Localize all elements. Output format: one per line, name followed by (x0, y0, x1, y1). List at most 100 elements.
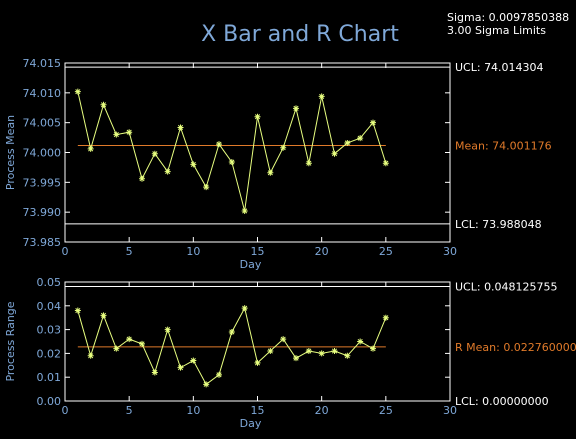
range-x-axis-label: Day (240, 417, 262, 430)
range-data-point-marker (190, 357, 197, 364)
range-x-tick-label: 30 (443, 404, 457, 417)
mean-data-point (344, 139, 351, 146)
mean-data-point (331, 150, 338, 157)
range-data-point (293, 355, 299, 362)
mean-data-point-marker (228, 159, 235, 166)
mean-y-tick-label: 74.010 (23, 87, 62, 100)
mean-data-point (382, 160, 389, 167)
range-y-tick-label: 0.01 (37, 371, 62, 384)
range-data-point (331, 348, 338, 355)
range-data-point (177, 364, 184, 371)
range-data-point (87, 352, 94, 359)
mean-data-point-marker (113, 131, 120, 138)
range-data-point-marker (331, 348, 338, 355)
mean-data-point-marker (203, 184, 210, 191)
mean-lcl-label: LCL: 73.988048 (455, 218, 542, 231)
range-x-tick-label: 25 (379, 404, 393, 417)
range-data-point (139, 340, 145, 347)
mean-data-point-marker (280, 144, 287, 151)
range-data-point (241, 305, 248, 312)
range-x-tick-label: 5 (126, 404, 133, 417)
range-data-point (344, 352, 351, 359)
mean-data-point-marker (100, 101, 107, 108)
range-y-tick-label: 0.04 (37, 300, 62, 313)
range-data-point (318, 350, 325, 357)
range-data-point-marker (382, 314, 389, 321)
mean-y-tick-label: 73.990 (23, 206, 62, 219)
mean-x-tick-label: 10 (186, 245, 200, 258)
range-data-point (370, 345, 376, 352)
range-series-line (77, 306, 387, 386)
chart-title: X Bar and R Chart (201, 22, 399, 47)
mean-data-point (318, 93, 325, 100)
mean-series-line (77, 91, 387, 212)
mean-data-point (254, 113, 261, 120)
range-data-point-marker (74, 307, 81, 314)
mean-data-point-marker (126, 129, 133, 136)
range-data-point (228, 328, 235, 335)
range-y-axis-label: Process Range (4, 301, 17, 381)
range-data-point-marker (139, 340, 145, 347)
mean-data-point (74, 88, 81, 95)
range-data-point (100, 312, 107, 319)
range-data-point-marker (267, 348, 274, 355)
mean-data-point (241, 207, 248, 214)
range-y-tick-label: 0.05 (37, 276, 62, 289)
mean-data-point-marker (177, 124, 184, 131)
mean-data-point-marker (74, 88, 81, 95)
mean-y-tick-label: 74.015 (23, 57, 62, 70)
range-data-point-marker (126, 336, 133, 343)
range-data-point (151, 369, 158, 376)
mean-data-point (370, 119, 376, 126)
mean-data-point-marker (357, 135, 364, 142)
range-data-point (357, 338, 364, 345)
range-data-point (254, 359, 261, 366)
mean-data-point (139, 175, 145, 182)
mean-x-tick-label: 20 (315, 245, 329, 258)
mean-data-point-marker (318, 93, 325, 100)
range-plot-frame (64, 281, 451, 402)
range-center-label: R Mean: 0.022760000 (455, 341, 576, 354)
sigma-limits-text: 3.00 Sigma Limits (447, 24, 546, 37)
range-y-tick-label: 0.00 (37, 395, 62, 408)
mean-data-point (164, 168, 171, 175)
range-data-point (113, 345, 120, 352)
range-data-point-marker (254, 359, 261, 366)
mean-data-point (87, 145, 94, 152)
mean-data-point-marker (293, 105, 299, 112)
range-data-point-marker (357, 338, 364, 345)
mean-data-point-marker (382, 160, 389, 167)
range-data-point-marker (216, 371, 222, 378)
range-x-tick-label: 0 (62, 404, 69, 417)
mean-data-point (267, 169, 274, 176)
mean-y-axis-label: Process Mean (4, 115, 17, 190)
mean-x-tick-label: 5 (126, 245, 133, 258)
mean-data-point-marker (241, 207, 248, 214)
range-data-point-marker (293, 355, 299, 362)
mean-data-point-marker (331, 150, 338, 157)
mean-data-point (203, 184, 210, 191)
mean-data-point-marker (216, 141, 222, 148)
range-data-point (164, 326, 171, 333)
mean-data-point-marker (151, 150, 158, 157)
mean-y-tick-label: 73.985 (23, 236, 62, 249)
range-data-point-marker (241, 305, 248, 312)
range-data-point-marker (344, 352, 351, 359)
mean-data-point-marker (254, 113, 261, 120)
range-data-point-marker (177, 364, 184, 371)
sigma-text: Sigma: 0.0097850388 (447, 11, 569, 24)
mean-data-point (280, 144, 287, 151)
range-data-point (203, 381, 210, 388)
range-x-tick-label: 15 (251, 404, 265, 417)
mean-data-point-marker (344, 139, 351, 146)
range-x-tick-label: 10 (186, 404, 200, 417)
range-data-point (216, 371, 222, 378)
range-data-point-marker (87, 352, 94, 359)
mean-data-point (113, 131, 120, 138)
range-lcl-label: LCL: 0.00000000 (455, 395, 549, 408)
mean-plot-frame (64, 62, 451, 243)
mean-data-point (357, 135, 364, 142)
mean-data-point-marker (139, 175, 145, 182)
mean-y-tick-label: 74.005 (23, 117, 62, 130)
